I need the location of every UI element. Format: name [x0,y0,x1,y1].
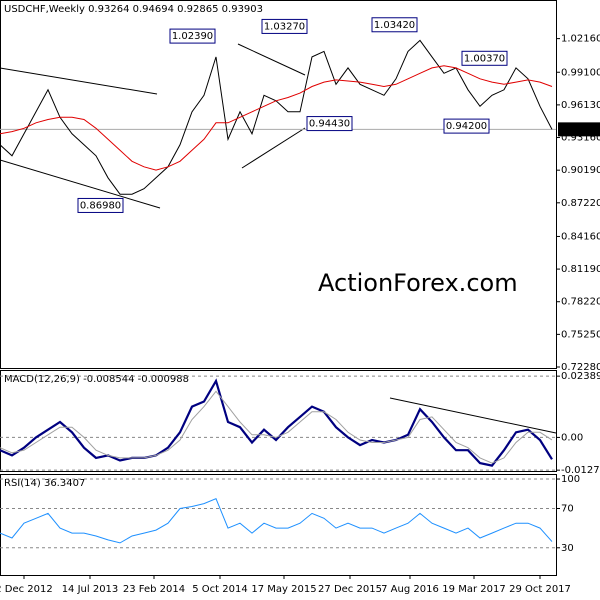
annotation-box [371,17,418,33]
annotation-label: 1.00370 [464,53,505,64]
series-line [0,390,553,464]
y-tick-label: 30 [561,543,574,554]
y-tick-label: 0.93160 [561,133,600,144]
y-tick-label: 0.78220 [561,297,600,308]
macd-panel [0,370,557,472]
y-tick-label: 70 [561,503,574,514]
y-tick-label: 0.75250 [561,329,600,340]
annotation-box [306,116,353,132]
annotation-box [169,28,216,44]
trend-line [237,43,306,76]
annotation-label: 0.86980 [80,200,121,211]
y-tick-label: 0.84160 [561,231,600,242]
annotation-box [261,18,308,34]
x-tick-label: 14 Jul 2013 [62,584,119,595]
trend-line [0,159,161,209]
y-tick-label: 0.96130 [561,100,600,111]
x-tick-label: 29 Oct 2017 [509,584,571,595]
rsi-title: RSI(14) 36.3407 [4,478,85,489]
x-tick-label: 23 Feb 2014 [123,584,185,595]
watermark: ActionForex.com [318,269,518,297]
macd-title: MACD(12,26,9) -0.008544 -0.000988 [4,374,189,385]
trend-line [0,67,158,95]
y-tick-label: 1.02160 [561,34,600,45]
x-tick-label: 17 May 2015 [251,584,316,595]
annotation-box [77,197,124,213]
y-tick-label: 0.90190 [561,165,600,176]
price-panel [0,0,557,369]
series-line [0,378,553,467]
chart-title: USDCHF,Weekly 0.93264 0.94694 0.92865 0.… [4,4,263,15]
trend-line [241,127,306,169]
annotation-label: 1.03420 [374,20,415,31]
last-price-label: 0.93903 [561,124,600,135]
trend-line [389,397,557,434]
rsi-panel [0,474,557,576]
x-tick-label: 5 Oct 2014 [192,584,247,595]
annotation-box [443,118,490,134]
x-tick-label: 27 Dec 2015 [318,584,382,595]
annotation-label: 1.02390 [172,31,213,42]
x-tick-label: 7 Aug 2016 [381,584,439,595]
x-tick-label: 19 Mar 2017 [442,584,505,595]
series-line [0,65,553,171]
annotation-label: 1.03270 [264,21,305,32]
trend-lines [0,43,557,434]
y-tick-label: 100 [561,474,580,485]
annotation-box [461,50,508,66]
y-tick-label: 0.72280 [561,362,600,373]
x-tick-label: 2 Dec 2012 [0,584,53,595]
y-tick-label: 0.00 [561,432,583,443]
y-tick-label: 0.87220 [561,198,600,209]
y-tick-label: 0.99100 [561,67,600,78]
y-tick-label: 0.81190 [561,264,600,275]
annotation-label: 0.94430 [309,119,350,130]
annotation-label: 0.94200 [446,121,487,132]
y-tick-label: -0.012772 [561,465,600,476]
y-tick-label: 0.023894 [561,371,600,382]
last-price-box [558,122,600,137]
series-line [0,498,553,544]
